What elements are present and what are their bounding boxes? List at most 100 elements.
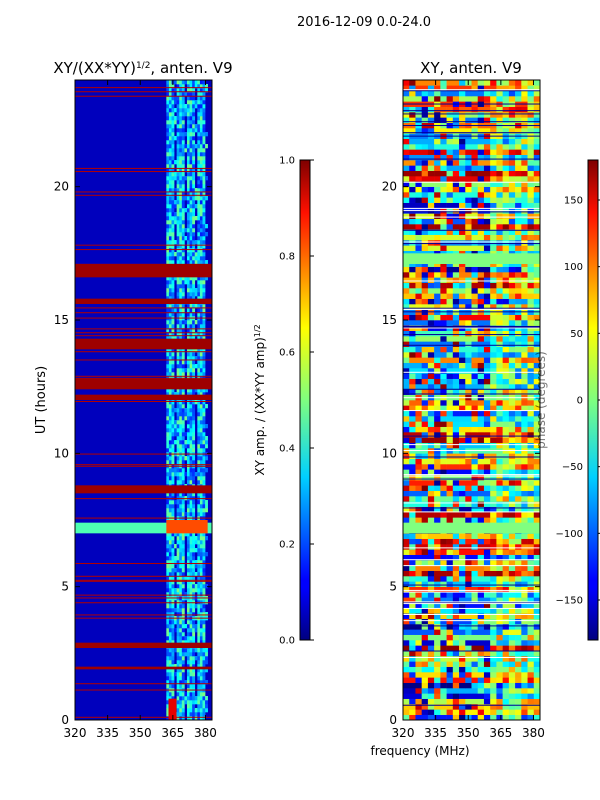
amplitude-cell [184, 280, 188, 285]
phase-cell [459, 506, 466, 513]
phase-row-line [403, 435, 540, 437]
amplitude-cell [166, 160, 170, 165]
phase-cell [434, 234, 441, 241]
phase-cell [409, 245, 416, 251]
phase-cell [452, 570, 460, 577]
phase-cell [515, 682, 522, 689]
phase-cell [496, 154, 503, 161]
amplitude-cell [176, 336, 180, 341]
phase-cell [527, 80, 535, 86]
phase-cell [421, 570, 429, 577]
amplitude-cell [179, 120, 183, 125]
amplitude-cell [179, 112, 183, 117]
phase-cell [527, 362, 535, 369]
amplitude-cell [176, 704, 180, 709]
phase-cell [434, 320, 441, 326]
phase-cell [508, 357, 516, 363]
phase-cell [421, 517, 429, 523]
amplitude-cell [186, 228, 190, 233]
phase-cell [409, 672, 416, 678]
amplitude-cell [186, 184, 190, 189]
amplitude-cell [174, 216, 177, 221]
phase-cell [452, 586, 460, 593]
amplitude-cell [199, 696, 203, 701]
phase-cell [465, 538, 472, 545]
phase-cell [409, 437, 416, 443]
phase-cell [477, 245, 485, 251]
phase-cell [483, 512, 491, 518]
amplitude-cell [199, 364, 203, 369]
phase-cell [446, 496, 454, 502]
phase-cell [533, 453, 540, 459]
phase-cell [508, 544, 516, 550]
amplitude-cell [168, 612, 172, 617]
amplitude-cell [189, 120, 193, 125]
amplitude-cell [181, 676, 185, 681]
phase-cell [409, 314, 416, 321]
amplitude-cell [179, 248, 183, 253]
phase-cell [508, 586, 516, 593]
phase-cell [496, 656, 503, 662]
amplitude-cell [199, 404, 203, 409]
amplitude-cell [168, 368, 172, 373]
amplitude-cell [186, 256, 190, 261]
amplitude-cell [181, 632, 185, 637]
amplitude-cell [186, 172, 190, 177]
phase-cell [427, 378, 435, 385]
amplitude-cell [181, 304, 185, 309]
phase-cell [521, 368, 528, 374]
phase-cell [440, 709, 447, 715]
phase-cell [477, 464, 485, 470]
amplitude-cell [189, 588, 193, 593]
phase-cell [521, 506, 528, 513]
amplitude-cell [171, 136, 175, 141]
phase-cell [465, 416, 472, 422]
amplitude-cell [174, 336, 177, 341]
phase-cell [490, 416, 497, 422]
phase-row-line [403, 132, 540, 134]
amplitude-cell [197, 440, 201, 445]
phase-cell [508, 272, 516, 278]
amplitude-cell [168, 404, 172, 409]
phase-row-line [403, 326, 540, 328]
phase-cell [446, 565, 454, 571]
amplitude-cell [171, 200, 175, 205]
phase-cell [483, 170, 491, 177]
phase-cell [515, 389, 522, 395]
phase-cell [427, 480, 435, 486]
phase-cell [452, 85, 460, 91]
phase-cell [471, 149, 479, 155]
amplitude-cell [166, 232, 170, 237]
amplitude-cell [197, 628, 201, 633]
phase-cell [403, 352, 410, 358]
phase-cell [471, 554, 479, 561]
phase-cell [440, 149, 447, 155]
phase-cell [440, 458, 447, 465]
amplitude-cell [197, 184, 201, 189]
amplitude-cell [171, 416, 175, 421]
amplitude-cell [189, 352, 193, 357]
phase-cell [452, 576, 460, 582]
amplitude-cell [179, 632, 183, 637]
phase-cell [446, 512, 454, 518]
phase-cell [521, 586, 528, 593]
amplitude-cell [174, 100, 177, 105]
amplitude-cell [199, 576, 203, 581]
amplitude-cell [205, 260, 208, 265]
amplitude-cell [179, 712, 183, 717]
amplitude-cell [171, 428, 175, 433]
amplitude-cell [202, 288, 206, 293]
phase-cell [527, 613, 535, 619]
amplitude-cell [176, 276, 180, 281]
phase-x-tick-label: 365 [489, 726, 512, 740]
phase-cell [477, 154, 485, 161]
phase-cell [415, 314, 422, 321]
amplitude-cell [179, 312, 183, 317]
phase-cell [459, 666, 466, 673]
phase-cell [434, 442, 441, 449]
amplitude-flag-line [75, 716, 212, 718]
amplitude-cell [189, 672, 193, 677]
amplitude-cell [174, 88, 177, 93]
phase-row-line [403, 614, 540, 616]
phase-cell [427, 666, 435, 673]
